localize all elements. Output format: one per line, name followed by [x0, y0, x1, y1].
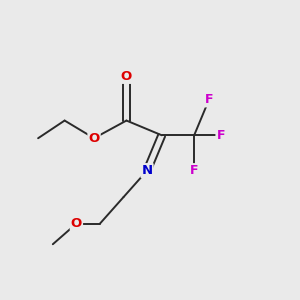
Text: F: F — [190, 164, 198, 177]
Text: O: O — [71, 217, 82, 230]
Text: F: F — [205, 93, 213, 106]
Text: O: O — [121, 70, 132, 83]
Text: O: O — [88, 132, 100, 145]
Text: F: F — [216, 129, 225, 142]
Text: N: N — [142, 164, 153, 177]
